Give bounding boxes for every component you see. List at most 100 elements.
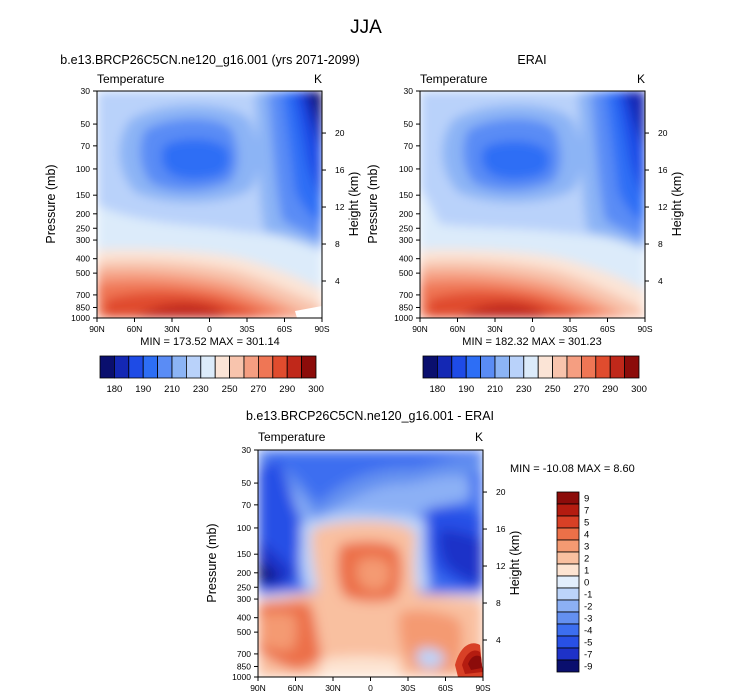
colorbar-swatch xyxy=(556,503,580,517)
hot-spot xyxy=(455,643,483,677)
x-tick-label: 30S xyxy=(239,324,254,334)
colorbar-swatch xyxy=(556,659,580,673)
y-tick-label: 30 xyxy=(404,86,414,96)
x-tick-label: 30N xyxy=(164,324,180,334)
contour-field xyxy=(97,91,322,318)
y-tick-label: 50 xyxy=(242,478,252,488)
colorbar-swatch xyxy=(523,355,539,379)
x-tick-label: 90S xyxy=(475,683,490,693)
colorbar-swatch xyxy=(566,355,582,379)
height-tick-label: 4 xyxy=(658,276,663,286)
colorbar-swatch xyxy=(556,599,580,613)
y-axis-label-height: Height (km) xyxy=(670,172,684,237)
colorbar-swatch xyxy=(286,355,303,379)
units-label: K xyxy=(475,430,483,444)
colorbar-label: 4 xyxy=(584,530,589,541)
colorbar-swatch xyxy=(581,355,597,379)
colorbar: 180 190 210 230 250 270 290 300 xyxy=(422,355,647,395)
colorbar-swatch xyxy=(243,355,259,379)
y-tick-label: 150 xyxy=(237,549,251,559)
panel-title: b.e13.BRCP26C5CN.ne120_g16.001 (yrs 2071… xyxy=(60,53,360,67)
figure-title: JJA xyxy=(350,17,382,38)
y-axis-label-pressure: Pressure (mb) xyxy=(44,164,58,243)
x-tick-label: 90S xyxy=(637,324,652,334)
colorbar-swatch xyxy=(171,355,187,379)
colorbar-swatch xyxy=(272,355,288,379)
colorbar-swatch xyxy=(537,355,554,379)
height-tick-label: 20 xyxy=(658,128,668,138)
x-tick-label: 60N xyxy=(127,324,143,334)
x-tick-label: 60S xyxy=(438,683,453,693)
panel-title: b.e13.BRCP26C5CN.ne120_g16.001 - ERAI xyxy=(246,409,494,423)
y-tick-label: 1000 xyxy=(71,313,90,323)
colorbar-swatch xyxy=(508,355,525,379)
colorbar-swatch xyxy=(480,355,496,379)
colorbar-label: -7 xyxy=(584,650,592,661)
y-tick-label: 250 xyxy=(399,223,413,233)
colorbar-label: 2 xyxy=(584,554,589,565)
colorbar-swatch xyxy=(556,635,580,649)
height-tick-label: 8 xyxy=(335,239,340,249)
colorbar-swatch xyxy=(609,355,626,379)
colorbar-label: 290 xyxy=(602,384,618,395)
colorbar-swatch xyxy=(556,611,580,625)
y-tick-label: 400 xyxy=(76,254,90,264)
y-tick-label: 200 xyxy=(237,568,251,578)
y-tick-label: 100 xyxy=(237,523,251,533)
height-tick-label: 4 xyxy=(335,276,340,286)
panel-model: b.e13.BRCP26C5CN.ne120_g16.001 (yrs 2071… xyxy=(44,53,361,395)
y-axis-label-pressure: Pressure (mb) xyxy=(366,164,380,243)
colorbar-swatch xyxy=(556,647,580,661)
x-tick-label: 90N xyxy=(89,324,105,334)
x-tick-label: 60N xyxy=(450,324,466,334)
colorbar-label: 180 xyxy=(429,384,445,395)
panel-title: ERAI xyxy=(517,53,546,67)
y-tick-label: 70 xyxy=(242,500,252,510)
x-tick-label: 60S xyxy=(277,324,292,334)
colorbar-label: 5 xyxy=(584,518,589,529)
colorbar-swatch xyxy=(556,575,580,589)
axes: 3050701001502002503004005007008501000481… xyxy=(71,86,345,334)
variable-label: Temperature xyxy=(420,72,488,86)
height-tick-label: 4 xyxy=(496,635,501,645)
min-max-stats: MIN = 182.32 MAX = 301.23 xyxy=(462,336,601,348)
colorbar-swatch xyxy=(556,551,580,565)
y-tick-label: 850 xyxy=(237,661,251,671)
y-tick-label: 100 xyxy=(399,164,413,174)
colorbar-swatch xyxy=(556,623,580,637)
colorbar-swatch xyxy=(301,355,317,379)
axes: 3050701001502002503004005007008501000481… xyxy=(394,86,668,334)
colorbar-label: 270 xyxy=(250,384,266,395)
y-tick-label: 700 xyxy=(399,290,413,300)
colorbar-label: 250 xyxy=(222,384,238,395)
colorbar-label: -5 xyxy=(584,638,592,649)
colorbar-swatch xyxy=(556,515,580,529)
colorbar-swatch xyxy=(128,355,144,379)
colorbar-label: 210 xyxy=(164,384,180,395)
y-tick-label: 30 xyxy=(242,445,252,455)
y-tick-label: 30 xyxy=(81,86,91,96)
colorbar-label: 180 xyxy=(106,384,122,395)
colorbar-label: 3 xyxy=(584,542,589,553)
colorbar-label: 300 xyxy=(631,384,647,395)
colorbar-label: 210 xyxy=(487,384,503,395)
y-tick-label: 100 xyxy=(76,164,90,174)
colorbar-label: 9 xyxy=(584,494,589,505)
variable-label: Temperature xyxy=(97,72,165,86)
x-tick-label: 0 xyxy=(368,683,373,693)
x-tick-label: 60S xyxy=(600,324,615,334)
colorbar-label: 230 xyxy=(516,384,532,395)
y-tick-label: 50 xyxy=(81,119,91,129)
y-tick-label: 400 xyxy=(237,613,251,623)
colorbar-label: -9 xyxy=(584,662,592,673)
colorbar-swatch xyxy=(556,563,580,577)
y-tick-label: 70 xyxy=(81,141,91,151)
min-max-stats: MIN = 173.52 MAX = 301.14 xyxy=(140,336,279,348)
y-tick-label: 1000 xyxy=(232,672,251,682)
y-tick-label: 1000 xyxy=(394,313,413,323)
colorbar-swatch xyxy=(229,355,245,379)
colorbar-swatch xyxy=(257,355,274,379)
height-tick-label: 8 xyxy=(496,598,501,608)
height-tick-label: 8 xyxy=(658,239,663,249)
